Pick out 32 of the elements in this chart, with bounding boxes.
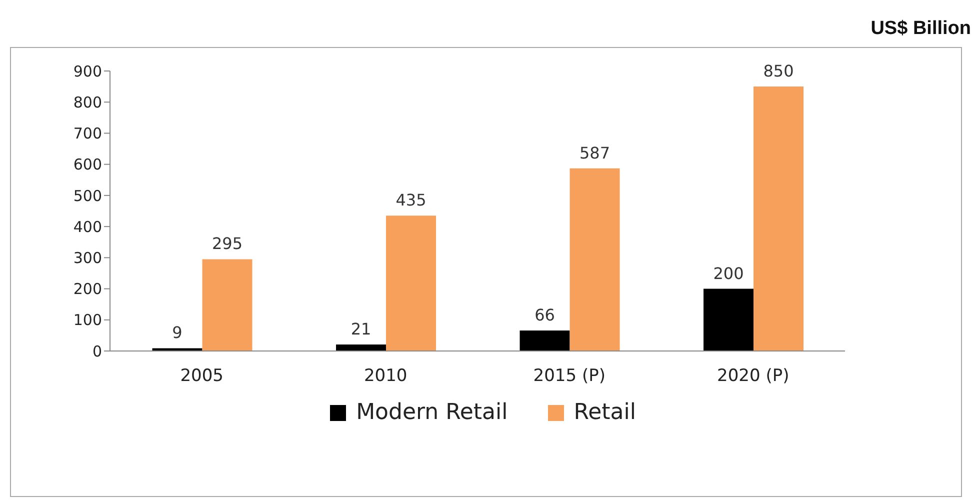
- data-label: 587: [579, 143, 610, 162]
- data-label: 295: [212, 234, 243, 254]
- legend-label: Modern Retail: [356, 400, 508, 425]
- y-tick-label: 900: [73, 62, 102, 80]
- text: US$ Billion: [870, 18, 971, 40]
- data-label: 66: [534, 305, 555, 324]
- bar: [520, 330, 570, 351]
- x-tick-label: 2005: [180, 366, 224, 386]
- data-label: 9: [172, 323, 182, 342]
- y-tick-label: 500: [73, 186, 102, 205]
- bar: [754, 86, 804, 351]
- data-label: 200: [713, 264, 744, 283]
- data-label: 850: [763, 62, 794, 81]
- y-tick-label: 800: [73, 93, 102, 112]
- data-label: 21: [350, 319, 372, 338]
- x-tick-label: 2010: [364, 366, 408, 386]
- x-tick-label: 2015 (P): [533, 366, 606, 386]
- bar: [202, 259, 252, 351]
- data-label: 435: [396, 190, 426, 210]
- bar: [386, 216, 436, 351]
- bar: [570, 168, 620, 351]
- y-tick-label: 0: [92, 342, 102, 360]
- x-tick-label: 2020 (P): [717, 366, 790, 386]
- bar: [336, 344, 386, 351]
- y-tick-label: 700: [73, 124, 102, 143]
- bar: [704, 288, 754, 351]
- y-tick-label: 100: [73, 311, 102, 330]
- legend-label: Retail: [574, 400, 636, 425]
- y-tick-label: 600: [73, 156, 102, 174]
- y-tick-label: 300: [73, 248, 102, 267]
- y-tick-label: 200: [73, 280, 102, 298]
- y-tick-label: 400: [73, 218, 102, 236]
